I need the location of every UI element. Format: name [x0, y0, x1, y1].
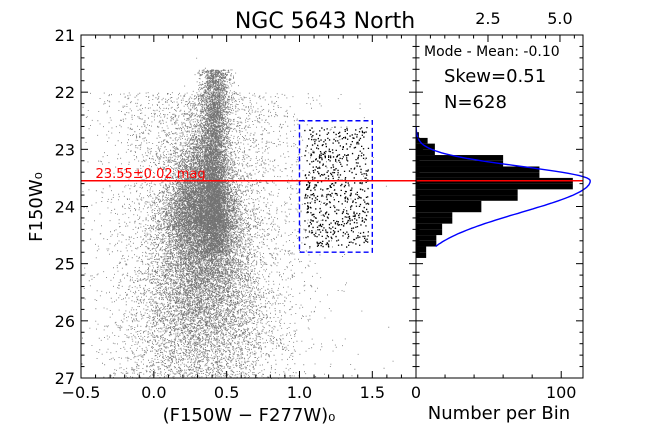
trgb-label: 23.55±0.02 mag — [96, 167, 206, 182]
x-tick-label: 1.5 — [360, 383, 385, 402]
hist-bar — [416, 229, 443, 236]
x-tick-label: 0.0 — [141, 383, 166, 402]
hist-x-tick-label: 100 — [546, 383, 577, 402]
histogram-bars — [416, 132, 573, 258]
x-tick-label: −0.5 — [62, 383, 101, 402]
hist-bar — [416, 212, 453, 218]
hist-bar — [416, 137, 428, 144]
cmd-scatter-points — [81, 57, 394, 379]
hist-bar — [416, 240, 437, 247]
y-tick-label: 25 — [55, 255, 75, 274]
hist-top-tick-label: 2.5 — [475, 9, 500, 28]
y-tick-label: 26 — [55, 312, 75, 331]
hist-bar — [416, 223, 443, 230]
hist-bar — [416, 155, 504, 161]
selected-stars — [304, 126, 370, 248]
selection-box — [298, 120, 374, 253]
hist-bar — [416, 206, 482, 213]
scatter-cloud — [81, 57, 394, 379]
hist-bar — [416, 183, 573, 190]
axis-ticks: −0.5 0.0 0.5 1.0 1.5 21 22 23 24 25 26 27 0 100 2.5 5.0 — [55, 9, 583, 402]
hist-top-tick-label: 5.0 — [547, 9, 572, 28]
x-tick-label: 0.5 — [214, 383, 239, 402]
hist-bar — [416, 235, 437, 241]
y-tick-label: 23 — [55, 140, 75, 159]
y-tick-label: 27 — [55, 369, 75, 388]
hist-bar — [416, 160, 504, 167]
hist-bar — [416, 217, 453, 224]
x-axis-label: (F150W − F277W)₀ — [163, 405, 336, 426]
hist-bar — [416, 149, 435, 156]
y-tick-label: 21 — [55, 26, 75, 45]
skew-annotation: Skew=0.51 — [444, 66, 546, 87]
x-tick-label: 1.0 — [287, 383, 312, 402]
hist-bar — [416, 252, 427, 258]
y-axis-label: F150W₀ — [26, 172, 47, 242]
hist-bar — [416, 195, 518, 201]
fit-curve — [415, 126, 591, 248]
hist-bar — [416, 166, 540, 173]
hist-bar — [416, 189, 518, 196]
n-annotation: N=628 — [444, 92, 507, 113]
hist-bar — [416, 172, 540, 178]
chart-title: NGC 5643 North — [235, 9, 415, 34]
hist-x-tick-label: 0 — [411, 383, 421, 402]
hist-bar — [416, 246, 427, 253]
mode-mean-annotation: Mode - Mean: -0.10 — [424, 44, 560, 60]
hist-bar — [416, 200, 482, 207]
y-tick-label: 22 — [55, 83, 75, 102]
y-tick-label: 24 — [55, 198, 75, 217]
hist-x-axis-label: Number per Bin — [428, 403, 570, 424]
